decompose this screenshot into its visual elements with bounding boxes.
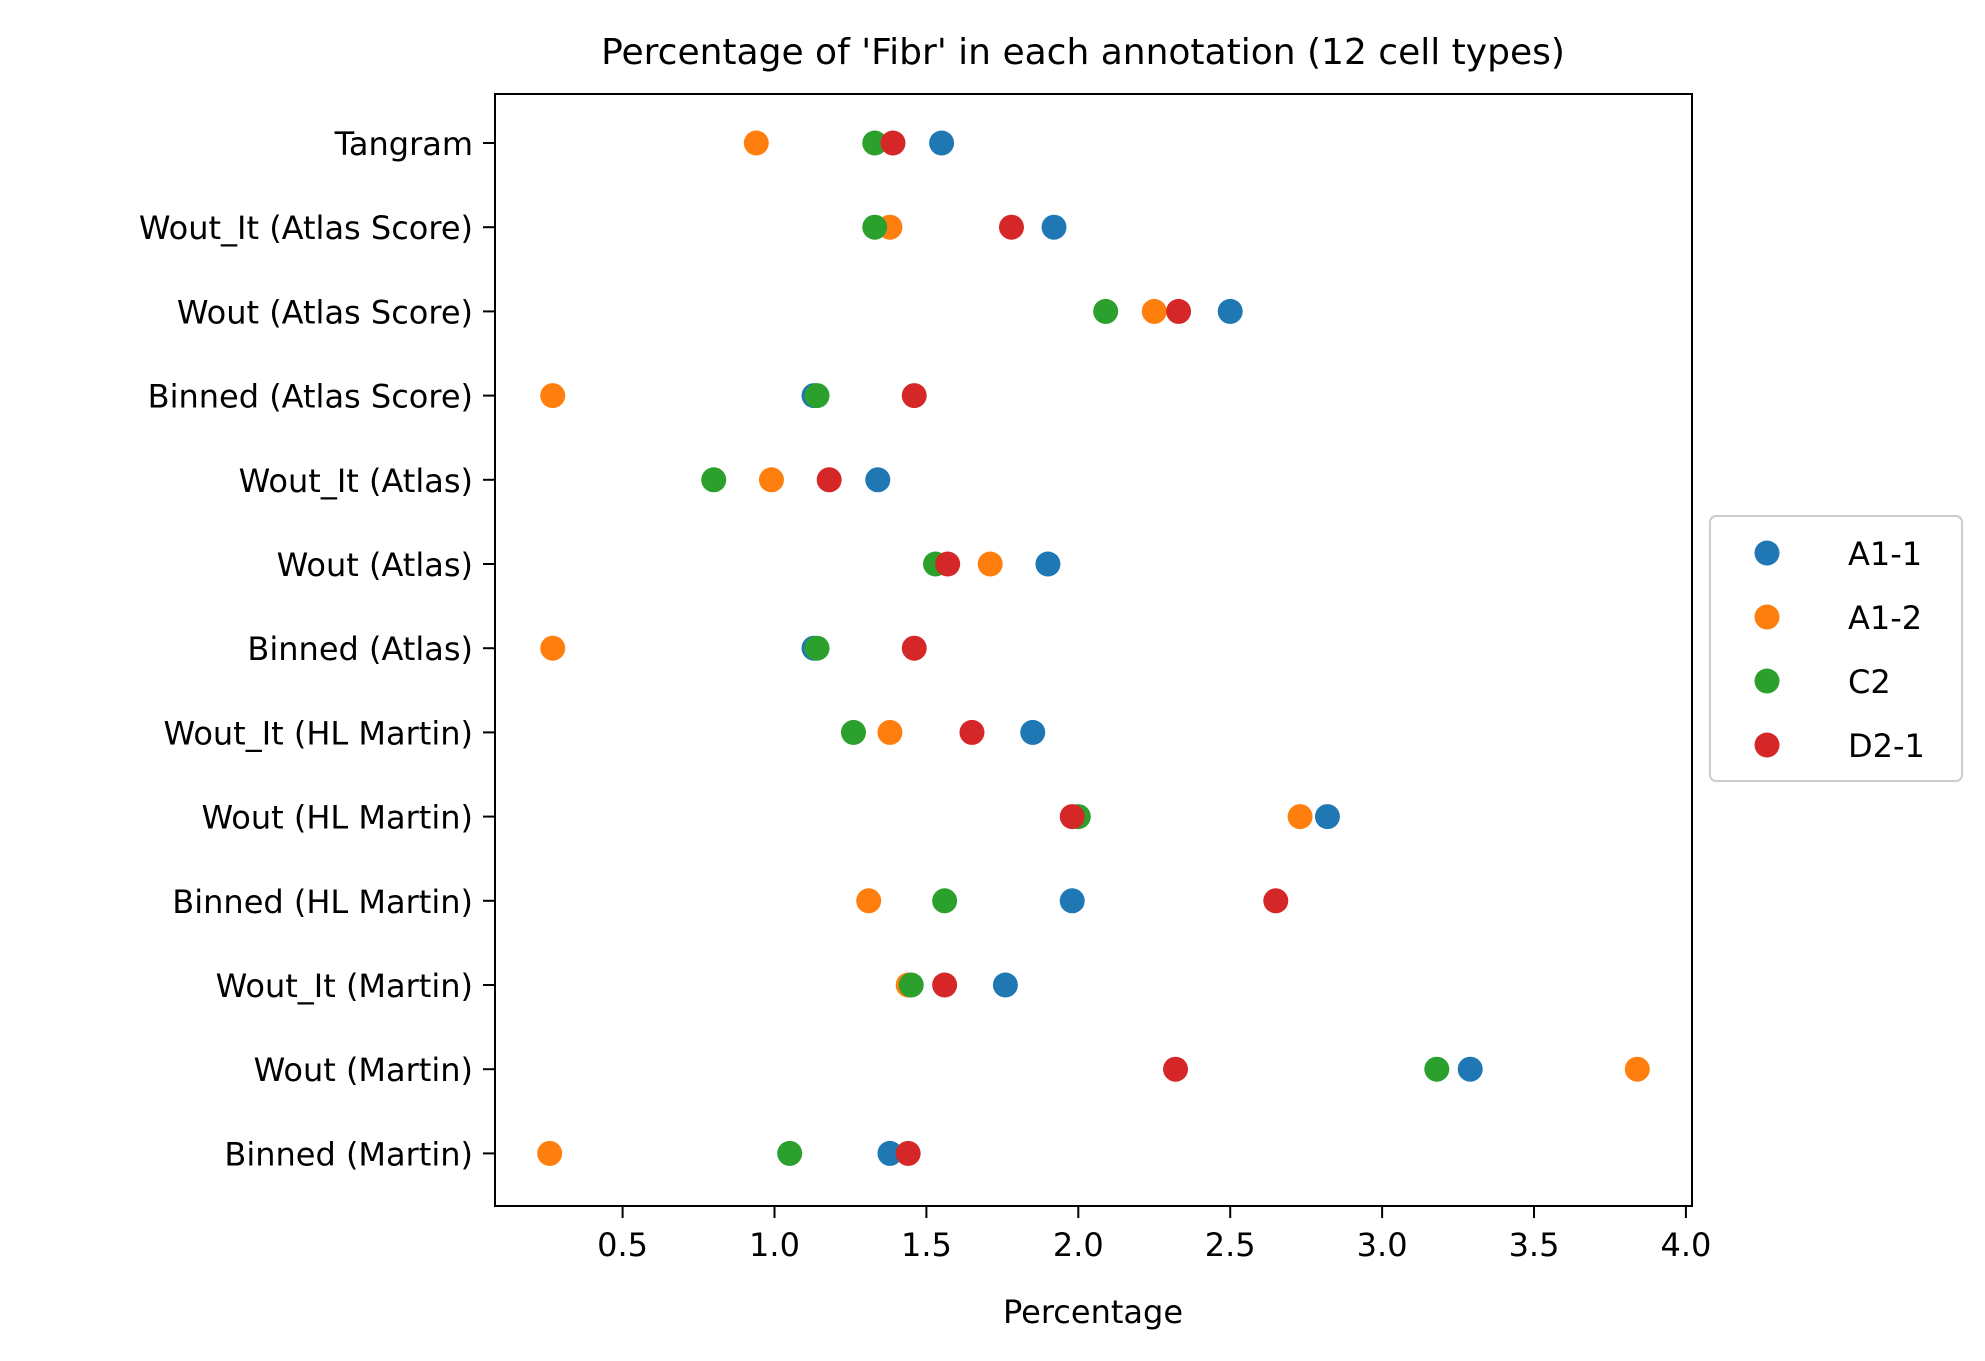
point-c2-9: [932, 888, 958, 914]
point-d2-1-0: [880, 130, 906, 156]
legend-marker-a1-2: [1754, 604, 1780, 630]
point-a1-1-12: [877, 1140, 903, 1166]
point-c2-4: [701, 467, 727, 493]
point-a1-2-4: [758, 467, 784, 493]
legend-marker-d2-1: [1754, 732, 1780, 758]
x-axis-label: Percentage: [1003, 1293, 1183, 1331]
y-tick-label: Binned (Martin): [224, 1135, 473, 1173]
point-c2-2: [1093, 298, 1119, 324]
legend-label-c2: C2: [1848, 663, 1891, 701]
point-a1-2-7: [877, 719, 903, 745]
x-tick-label: 3.0: [1357, 1226, 1408, 1264]
point-d2-1-8: [1059, 804, 1085, 830]
point-a1-2-6: [540, 635, 566, 661]
point-a1-1-10: [992, 972, 1018, 998]
point-a1-2-11: [1624, 1056, 1650, 1082]
y-tick-label: Wout (Martin): [254, 1051, 473, 1089]
point-c2-12: [777, 1140, 803, 1166]
point-c2-3: [804, 383, 830, 409]
chart-title: Percentage of 'Fibr' in each annotation …: [601, 32, 1565, 73]
x-tick-label: 2.5: [1205, 1226, 1256, 1264]
legend-frame: [1709, 515, 1963, 782]
data-points: [537, 130, 1650, 1166]
y-tick-label: Tangram: [334, 125, 473, 163]
y-tick-label: Binned (Atlas): [247, 630, 473, 668]
point-d2-1-4: [816, 467, 842, 493]
point-a1-2-5: [977, 551, 1003, 577]
y-tick-label: Wout_It (Atlas): [239, 462, 473, 500]
point-a1-2-2: [1141, 298, 1167, 324]
point-a1-1-7: [1020, 719, 1046, 745]
point-a1-1-8: [1314, 804, 1340, 830]
point-c2-7: [840, 719, 866, 745]
x-tick-label: 4.0: [1660, 1226, 1711, 1264]
point-a1-1-11: [1457, 1056, 1483, 1082]
point-c2-11: [1424, 1056, 1450, 1082]
legend-marker-a1-1: [1754, 540, 1780, 566]
point-d2-1-10: [932, 972, 958, 998]
y-tick-label: Wout_It (HL Martin): [164, 714, 473, 752]
y-tick-label: Wout (Atlas): [277, 546, 473, 584]
x-tick-label: 2.0: [1053, 1226, 1104, 1264]
point-a1-1-1: [1041, 214, 1067, 240]
point-d2-1-3: [901, 383, 927, 409]
point-a1-2-8: [1287, 804, 1313, 830]
point-d2-1-6: [901, 635, 927, 661]
point-d2-1-5: [935, 551, 961, 577]
y-tick-label: Wout (Atlas Score): [177, 293, 473, 331]
legend: A1-1 A1-2 C2 D2-1: [1709, 515, 1963, 782]
point-d2-1-1: [998, 214, 1024, 240]
legend-label-a1-1: A1-1: [1848, 535, 1922, 573]
y-tick-label: Wout (HL Martin): [202, 799, 473, 837]
point-a1-1-9: [1059, 888, 1085, 914]
legend-marker-c2: [1754, 668, 1780, 694]
x-tick-label: 3.5: [1509, 1226, 1560, 1264]
legend-label-d2-1: D2-1: [1848, 727, 1925, 765]
point-d2-1-7: [959, 719, 985, 745]
point-a1-1-4: [865, 467, 891, 493]
point-a1-1-0: [929, 130, 955, 156]
point-d2-1-2: [1166, 298, 1192, 324]
axis-ticks: [483, 142, 1687, 1218]
point-d2-1-12: [895, 1140, 921, 1166]
y-tick-label: Wout_It (Atlas Score): [139, 209, 473, 247]
x-tick-label: 1.0: [749, 1226, 800, 1264]
point-a1-1-2: [1217, 298, 1243, 324]
y-tick-label: Wout_It (Martin): [216, 967, 473, 1005]
point-c2-0: [862, 130, 888, 156]
x-tick-label: 1.5: [901, 1226, 952, 1264]
point-d2-1-11: [1163, 1056, 1189, 1082]
point-c2-6: [804, 635, 830, 661]
y-tick-label: Binned (Atlas Score): [148, 378, 473, 416]
point-c2-1: [862, 214, 888, 240]
point-a1-2-3: [540, 383, 566, 409]
point-a1-2-12: [537, 1140, 563, 1166]
point-a1-1-5: [1035, 551, 1061, 577]
point-a1-2-0: [743, 130, 769, 156]
legend-label-a1-2: A1-2: [1848, 599, 1922, 637]
y-tick-labels: Tangram Wout_It (Atlas Score) Wout (Atlas …: [139, 125, 473, 1173]
point-a1-2-9: [856, 888, 882, 914]
plot-frame: [494, 93, 1693, 1207]
y-tick-label: Binned (HL Martin): [172, 883, 473, 921]
point-c2-10: [898, 972, 924, 998]
x-tick-label: 0.5: [597, 1226, 648, 1264]
point-d2-1-9: [1263, 888, 1289, 914]
x-tick-labels: 0.5 1.0 1.5 2.0 2.5 3.0 3.5 4.0: [597, 1226, 1711, 1264]
